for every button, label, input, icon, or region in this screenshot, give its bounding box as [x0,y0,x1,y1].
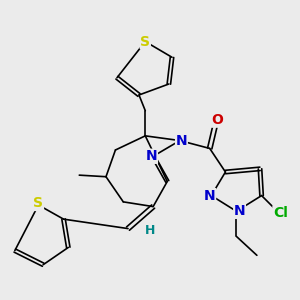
Text: S: S [33,196,43,210]
Text: S: S [140,34,150,49]
Text: N: N [234,204,245,218]
Text: N: N [176,134,187,148]
Text: H: H [145,224,156,237]
Text: O: O [212,113,224,127]
Text: N: N [204,189,215,202]
Text: Cl: Cl [273,206,288,220]
Text: N: N [146,149,158,163]
